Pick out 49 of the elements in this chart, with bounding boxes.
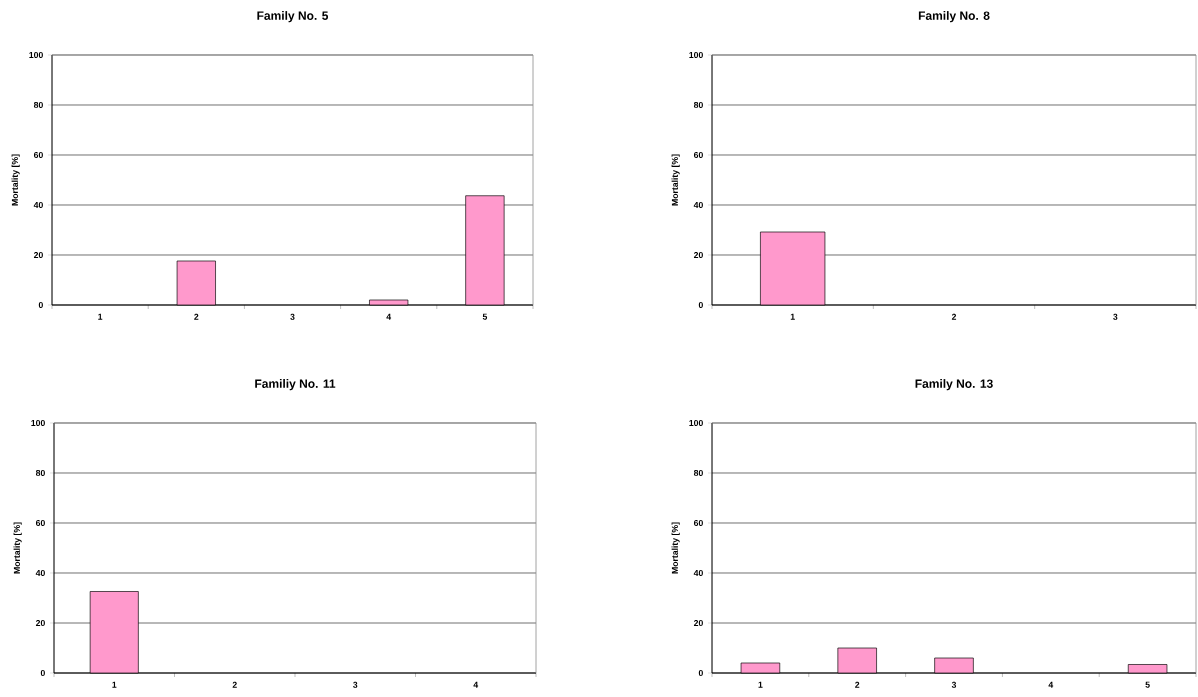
chart-title: Family No. 8 (918, 11, 990, 23)
x-tick-label: 2 (855, 681, 860, 688)
y-tick-label: 40 (693, 569, 703, 577)
x-tick-label: 1 (98, 313, 103, 320)
y-tick-label: 80 (33, 101, 43, 109)
y-tick-label: 80 (693, 469, 703, 477)
y-tick-label: 20 (693, 619, 703, 627)
y-tick-label: 100 (31, 419, 45, 427)
y-tick-label: 0 (40, 669, 45, 677)
x-tick-label: 1 (112, 681, 117, 688)
x-tick-label: 3 (951, 681, 957, 688)
y-tick-label: 60 (33, 151, 43, 159)
y-axis-title: Mortality [%] (13, 522, 22, 574)
x-tick-label: 2 (194, 313, 199, 320)
x-tick-label: 2 (232, 681, 237, 688)
y-tick-label: 60 (693, 151, 703, 159)
y-tick-label: 100 (689, 51, 703, 59)
chart-title: Family No. 13 (915, 379, 993, 391)
y-tick-label: 80 (35, 469, 45, 477)
x-tick-label: 5 (1145, 681, 1150, 688)
y-tick-label: 0 (38, 301, 43, 309)
y-tick-label: 40 (33, 201, 43, 209)
y-tick-label: 40 (693, 201, 703, 209)
x-tick-label: 4 (386, 313, 392, 320)
y-axis-title: Mortality [%] (11, 154, 20, 206)
x-tick-label: 3 (1113, 313, 1118, 320)
y-tick-label: 80 (693, 101, 703, 109)
y-axis-title: Mortality [%] (671, 522, 680, 574)
y-tick-label: 100 (689, 419, 703, 427)
x-tick-label: 4 (1048, 681, 1054, 688)
x-tick-label: 5 (482, 313, 488, 320)
x-tick-label: 1 (758, 681, 763, 688)
y-tick-label: 100 (29, 51, 43, 59)
y-tick-label: 20 (693, 251, 703, 259)
y-tick-label: 0 (698, 669, 703, 677)
y-tick-label: 60 (35, 519, 45, 527)
y-tick-label: 20 (33, 251, 43, 259)
y-axis-title: Mortality [%] (671, 154, 680, 206)
x-tick-label: 2 (951, 313, 957, 320)
x-tick-label: 3 (290, 313, 295, 320)
x-tick-label: 3 (353, 681, 358, 688)
x-tick-label: 1 (790, 313, 795, 320)
y-tick-label: 40 (35, 569, 45, 577)
y-tick-label: 60 (693, 519, 703, 527)
y-tick-label: 0 (698, 301, 703, 309)
chart-title: Family No. 5 (257, 11, 329, 23)
chart-title: Familiy No. 11 (255, 379, 336, 391)
x-tick-label: 4 (473, 681, 479, 688)
y-tick-label: 20 (35, 619, 45, 627)
